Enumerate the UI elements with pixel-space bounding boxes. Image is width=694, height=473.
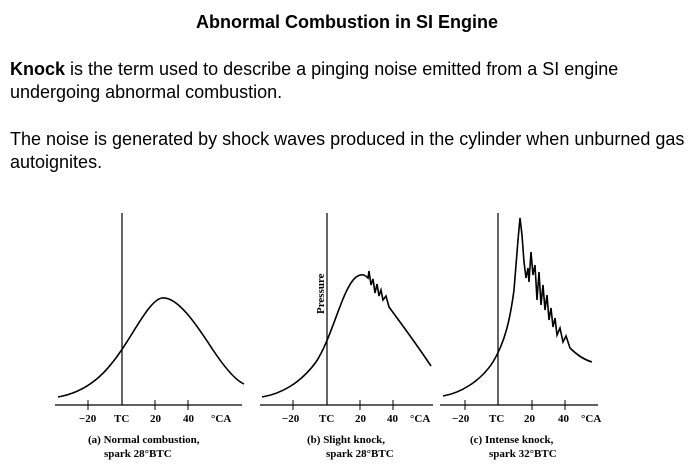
tick-label-ca-b: °CA: [410, 413, 430, 425]
tick-label-minus20-c: −20: [452, 413, 470, 425]
slide-title: Abnormal Combustion in SI Engine: [195, 12, 498, 32]
knock-definition-text: is the term used to describe a pinging n…: [10, 59, 619, 102]
tick-label-20-b: 20: [355, 413, 367, 425]
tick-label-20-a: 20: [150, 413, 162, 425]
tick-label-20-c: 20: [524, 413, 536, 425]
tick-label-ca-a: °CA: [211, 413, 231, 425]
panel-normal-combustion: −20 TC 20 40 °CA (a) Normal combustion, …: [55, 213, 245, 460]
tick-label-tc-a: TC: [114, 413, 129, 425]
tick-label-40-a: 40: [183, 413, 195, 425]
tick-label-40-c: 40: [558, 413, 570, 425]
knock-pressure-figure: −20 TC 20 40 °CA (a) Normal combustion, …: [55, 213, 601, 460]
knock-definition: Knock is the term used to describe a pin…: [10, 58, 690, 104]
knock-term: Knock: [10, 59, 66, 79]
panel-slight-knock: Pressure −20 TC 20 40 °CA (b) Slight kno…: [260, 213, 433, 460]
tick-marks-b: [292, 400, 394, 410]
tick-label-tc-c: TC: [489, 413, 504, 425]
tick-marks-c: [464, 400, 566, 410]
pressure-curve-slight-knock: [261, 270, 432, 398]
caption-b-line2: spark 28°BTC: [326, 448, 394, 460]
caption-a-line1: (a) Normal combustion,: [88, 434, 200, 446]
tick-label-minus20-a: −20: [79, 413, 97, 425]
tick-label-ca-c: °CA: [581, 413, 601, 425]
noise-explanation: The noise is generated by shock waves pr…: [10, 129, 685, 172]
tick-label-minus20-b: −20: [282, 413, 300, 425]
tick-label-40-b: 40: [387, 413, 399, 425]
tick-label-tc-b: TC: [319, 413, 334, 425]
caption-c-line2: spark 32°BTC: [489, 448, 557, 460]
y-axis-label-pressure: Pressure: [315, 273, 327, 314]
tick-marks-a: [87, 400, 189, 410]
pressure-curve-normal: [57, 297, 245, 398]
pressure-curve-intense-knock: [442, 217, 593, 397]
caption-c-line1: (c) Intense knock,: [470, 434, 554, 446]
caption-b-line1: (b) Slight knock,: [307, 434, 385, 446]
panel-intense-knock: −20 TC 20 40 °CA (c) Intense knock, spar…: [440, 213, 601, 460]
caption-a-line2: spark 28°BTC: [104, 448, 172, 460]
